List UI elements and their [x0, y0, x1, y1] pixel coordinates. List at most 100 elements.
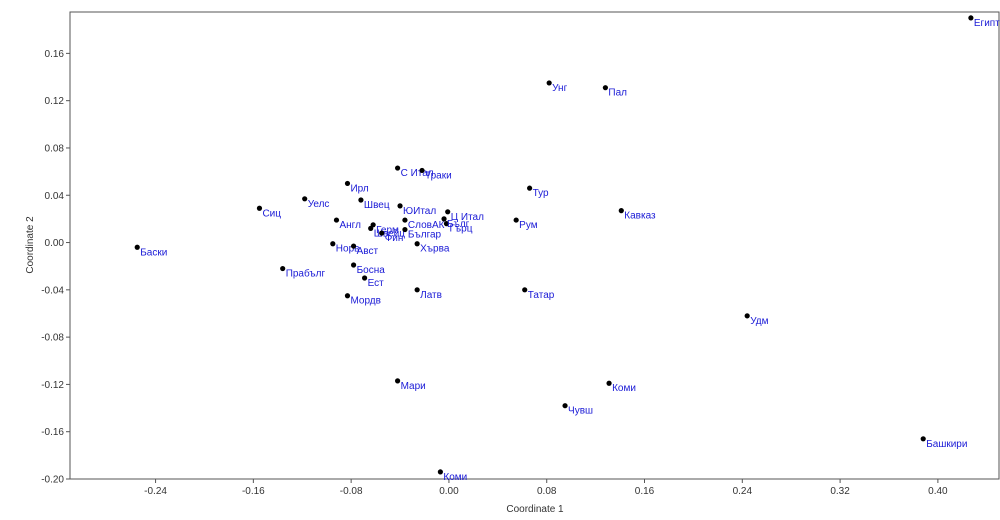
data-point-label: Латв — [420, 290, 442, 301]
y-tick-label: 0.12 — [45, 96, 65, 107]
data-point-label: Ц Итал — [451, 212, 484, 223]
data-point-label: Сиц — [262, 208, 281, 219]
data-point-label: Норв — [336, 244, 360, 255]
x-tick-label: 0.32 — [830, 486, 850, 497]
data-point — [445, 209, 451, 215]
data-point — [333, 217, 340, 223]
data-point — [744, 313, 750, 319]
data-point — [522, 287, 528, 293]
data-point — [256, 205, 263, 211]
data-point-label: Хърва — [420, 244, 450, 255]
data-point — [437, 469, 443, 475]
data-point — [527, 185, 533, 191]
data-point-label: С Итал — [401, 168, 434, 179]
data-point — [920, 436, 926, 442]
data-point — [402, 217, 408, 223]
data-point — [546, 80, 552, 86]
x-tick-label: 0.40 — [928, 486, 948, 497]
data-point-label: Кавказ — [624, 211, 656, 222]
data-point-label: Египт — [974, 18, 1000, 29]
plot-frame — [69, 11, 1000, 480]
data-point-label: Гърц — [449, 224, 472, 235]
data-point-label: Герм — [376, 225, 399, 236]
data-point — [402, 226, 408, 233]
data-point-label: СловАК — [408, 220, 445, 231]
data-point — [414, 241, 420, 247]
data-point-label: Коми — [612, 383, 636, 394]
data-point — [441, 216, 447, 222]
data-point-label: Ест — [368, 278, 385, 289]
data-point — [394, 165, 401, 171]
data-point-label: Англ — [339, 220, 361, 231]
data-point — [562, 403, 568, 409]
x-tick-label: 0.24 — [733, 486, 753, 497]
data-point-label: Унг — [552, 83, 567, 94]
data-point-label: Чувш — [568, 406, 593, 417]
x-tick-label: 0.00 — [439, 486, 459, 497]
data-point-label: Башкири — [926, 439, 967, 450]
data-point — [134, 244, 140, 250]
data-point — [344, 293, 351, 299]
data-point — [414, 287, 420, 293]
y-tick-label: -0.08 — [41, 333, 64, 344]
data-point-label: Швец — [364, 200, 390, 211]
data-point-label: Баски — [140, 247, 167, 258]
y-tick-label: -0.12 — [41, 380, 64, 391]
data-point — [419, 167, 425, 174]
data-point — [344, 180, 351, 187]
data-point-label: Швейц — [374, 228, 406, 239]
data-point-label: Коми — [443, 472, 467, 483]
data-point-label: Удм — [750, 316, 768, 327]
data-point-label: Авст — [357, 246, 379, 257]
data-point-label: Ирл — [350, 183, 368, 194]
data-point-label: Тур — [533, 188, 549, 199]
x-axis-ticks: -0.24 -0.16 -0.08 0.00 0.08 0.16 0.24 0.32 0.40 — [144, 479, 948, 497]
data-point-label: Босна — [357, 265, 386, 276]
data-point — [368, 225, 374, 231]
data-point — [379, 230, 385, 236]
x-tick-label: 0.08 — [537, 486, 557, 497]
y-tick-label: -0.16 — [41, 427, 64, 438]
y-tick-label: 0.04 — [45, 191, 65, 202]
data-point-label: ЮИтал — [403, 206, 436, 217]
data-point-label: Пал — [608, 88, 627, 99]
data-point — [361, 275, 368, 281]
data-point-label: Рум — [519, 220, 538, 231]
y-tick-label: 0.08 — [45, 143, 65, 154]
x-axis-label: Coordinate 1 — [506, 504, 564, 515]
data-point — [280, 265, 286, 272]
x-tick-label: -0.08 — [340, 486, 363, 497]
y-axis-label: Coordinate 2 — [25, 216, 36, 274]
data-point — [513, 217, 519, 223]
data-point-label: Мордв — [350, 296, 380, 307]
x-tick-label: -0.24 — [144, 486, 167, 497]
y-tick-label: 0.16 — [45, 49, 65, 60]
data-point — [968, 15, 974, 21]
data-point-label: Траки — [425, 170, 452, 181]
data-point — [606, 380, 612, 386]
data-point — [350, 262, 357, 268]
data-point — [350, 243, 357, 249]
data-point — [443, 221, 450, 227]
data-point-label: Фин — [385, 233, 404, 244]
data-point-label: Уелс — [308, 199, 330, 210]
data-point-label: Бълг — [447, 219, 470, 230]
x-tick-label: 0.16 — [635, 486, 655, 497]
y-tick-label: -0.04 — [41, 285, 64, 296]
x-tick-label: -0.16 — [242, 486, 265, 497]
y-tick-label: -0.20 — [41, 475, 64, 486]
data-point-label: Татар — [528, 290, 555, 301]
data-point — [358, 197, 364, 203]
y-axis-ticks: 0.16 0.12 0.08 0.04 0.00 -0.04 -0.08 -0.12 -0.16… — [41, 49, 70, 486]
data-point — [302, 196, 308, 202]
data-point-label: Българ — [408, 230, 442, 241]
data-point — [394, 378, 401, 384]
data-point-label: Мари — [401, 381, 426, 392]
data-point-label: Прабълг — [286, 268, 326, 280]
data-point — [330, 241, 336, 247]
data-point — [397, 203, 403, 209]
y-tick-label: 0.00 — [45, 238, 65, 249]
data-point — [602, 85, 608, 91]
